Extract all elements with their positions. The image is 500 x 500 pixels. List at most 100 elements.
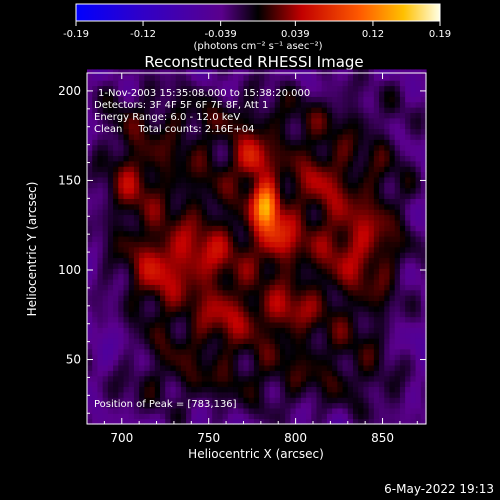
heatmap-cell [373,257,380,264]
heatmap-cell [347,321,354,328]
heatmap-cell [300,166,307,173]
heatmap-cell [316,262,323,269]
heatmap-cell [196,359,203,366]
heatmap-cell [180,235,187,242]
heatmap-cell [311,182,318,189]
heatmap-cell [123,214,130,221]
heatmap-cell [274,101,281,108]
heatmap-cell [290,144,297,151]
heatmap-cell [160,85,166,92]
heatmap-cell [290,338,297,345]
heatmap-cell [311,381,318,387]
heatmap-cell [102,69,109,76]
heatmap-cell [165,268,172,275]
heatmap-cell [347,90,354,97]
heatmap-cell [243,348,250,355]
heatmap-cell [222,139,229,146]
heatmap-cell [384,192,391,199]
heatmap-cell [415,133,422,140]
heatmap-cell [332,316,338,323]
heatmap-cell [180,343,187,350]
heatmap-cell [379,413,385,420]
heatmap-cell [191,150,198,156]
heatmap-cell [259,198,265,205]
heatmap-cell [102,144,109,151]
heatmap-cell [118,187,125,194]
heatmap-cell [379,128,385,135]
heatmap-cell [347,402,354,409]
heatmap-cell [399,96,406,103]
heatmap-cell [379,359,385,366]
heatmap-cell [87,316,93,323]
heatmap-cell [264,90,271,97]
heatmap-cell [123,219,130,226]
heatmap-cell [160,235,166,242]
heatmap-cell [227,391,234,398]
heatmap-cell [123,418,130,425]
heatmap-cell [180,338,187,345]
heatmap-cell [165,327,172,334]
heatmap-cell [410,225,417,232]
heatmap-cell [212,343,218,350]
heatmap-cell [206,101,213,108]
heatmap-cell [196,192,203,199]
heatmap-cell [358,69,365,76]
heatmap-cell [92,69,99,76]
heatmap-cell [118,235,125,242]
heatmap-cell [368,187,375,194]
heatmap-cell [133,289,140,296]
heatmap-cell [133,198,140,205]
heatmap-cell [410,273,417,280]
heatmap-cell [222,117,229,124]
heatmap-cell [144,300,151,307]
heatmap-cell [206,235,213,242]
heatmap-cell [133,381,140,387]
heatmap-cell [389,327,396,334]
heatmap-cell [217,219,224,226]
heatmap-cell [206,166,213,173]
heatmap-cell [290,209,297,216]
heatmap-cell [233,230,239,237]
heatmap-cell [102,343,109,350]
heatmap-cell [279,96,286,103]
heatmap-cell [321,262,328,269]
heatmap-cell [274,176,281,183]
heatmap-cell [326,171,333,178]
heatmap-cell [285,182,291,189]
heatmap-cell [373,289,380,296]
heatmap-cell [222,69,229,76]
heatmap-cell [253,187,260,194]
heatmap-cell [347,80,354,87]
heatmap-cell [222,348,229,355]
heatmap-cell [368,316,375,323]
heatmap-cell [347,144,354,151]
heatmap-cell [379,268,385,275]
heatmap-cell [332,332,338,339]
heatmap-cell [123,273,130,280]
heatmap-cell [415,128,422,135]
heatmap-cell [279,155,286,162]
heatmap-cell [405,300,411,307]
heatmap-cell [165,192,172,199]
heatmap-cell [420,112,427,119]
heatmap-cell [295,203,302,210]
heatmap-cell [259,160,265,167]
heatmap-cell [264,198,271,205]
heatmap-cell [285,289,291,296]
heatmap-cell [212,364,218,371]
heatmap-cell [295,96,302,103]
heatmap-cell [352,155,359,162]
heatmap-cell [285,160,291,167]
heatmap-cell [342,305,349,312]
heatmap-cell [196,246,203,253]
heatmap-cell [337,80,344,87]
heatmap-cell [337,246,344,253]
heatmap-cell [274,150,281,156]
heatmap-cell [352,123,359,130]
heatmap-cell [379,123,385,130]
heatmap-cell [160,359,166,366]
heatmap-cell [222,101,229,108]
heatmap-cell [191,386,198,393]
heatmap-cell [347,150,354,156]
heatmap-cell [332,112,338,119]
